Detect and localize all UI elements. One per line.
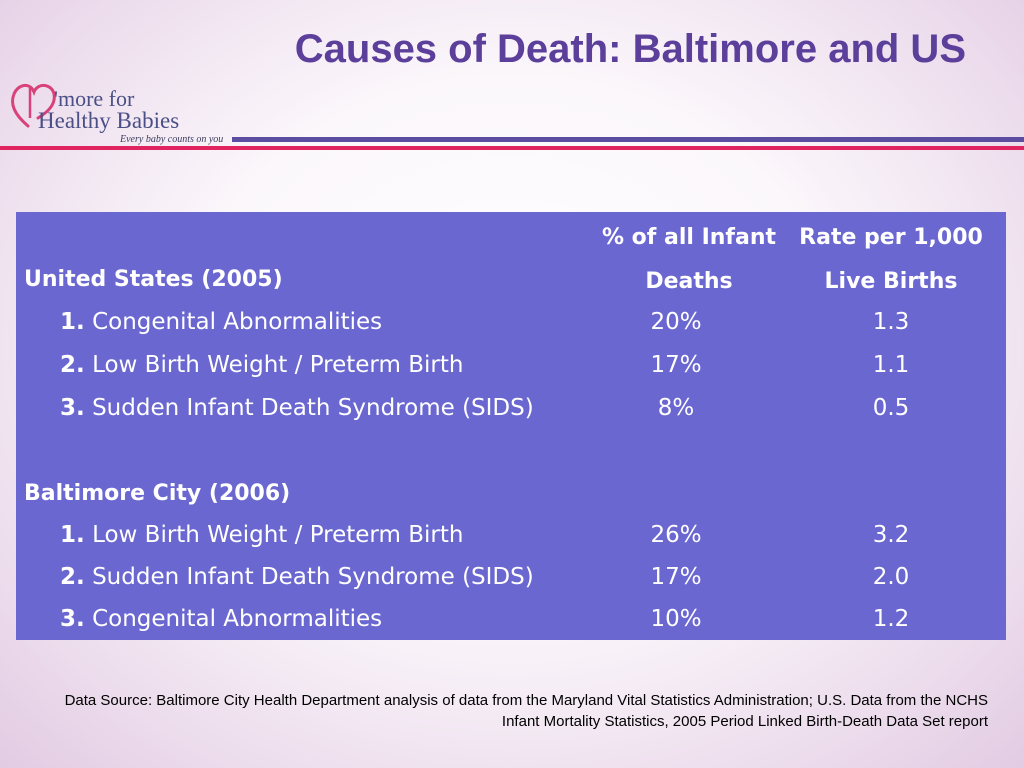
column-header-rate: Rate per 1,000 Live Births	[786, 216, 996, 304]
logo-text-line1: 'more for	[54, 86, 135, 111]
header-rule-pink	[0, 146, 1024, 150]
table-row: 3. Congenital Abnormalities 10% 1.2	[16, 598, 1006, 641]
table-row: 3. Sudden Infant Death Syndrome (SIDS) 8…	[16, 387, 1006, 430]
cause-name: Low Birth Weight / Preterm Birth	[92, 352, 464, 378]
cause-name: Sudden Infant Death Syndrome (SIDS)	[92, 395, 534, 421]
cause-name: Sudden Infant Death Syndrome (SIDS)	[92, 564, 534, 590]
rank-number: 2.	[60, 352, 85, 378]
column-header-rate-line2: Live Births	[824, 269, 958, 294]
cause-label: 3. Congenital Abnormalities	[60, 598, 382, 641]
heart-icon	[11, 84, 56, 128]
table-row: 2. Low Birth Weight / Preterm Birth 17% …	[16, 344, 1006, 387]
pct-value: 26%	[650, 522, 702, 548]
cause-label: 3. Sudden Infant Death Syndrome (SIDS)	[60, 387, 534, 430]
rate-value: 1.3	[872, 309, 910, 335]
column-header-pct-line2: Deaths	[645, 269, 733, 294]
column-header-rate-line1: Rate per 1,000	[799, 225, 983, 250]
rank-number: 2.	[60, 564, 85, 590]
rate-value: 1.2	[872, 606, 910, 632]
table-row: 2. Sudden Infant Death Syndrome (SIDS) 1…	[16, 556, 1006, 599]
cause-label: 2. Sudden Infant Death Syndrome (SIDS)	[60, 556, 534, 599]
cause-label: 1. Congenital Abnormalities	[60, 301, 382, 344]
header-rule-purple	[232, 137, 1024, 142]
cause-name: Low Birth Weight / Preterm Birth	[92, 522, 464, 548]
rank-number: 1.	[60, 309, 85, 335]
rank-number: 3.	[60, 606, 85, 632]
section-heading-baltimore: Baltimore City (2006)	[24, 481, 291, 506]
rank-number: 3.	[60, 395, 85, 421]
column-header-pct-line1: % of all Infant	[601, 225, 777, 250]
cause-name: Congenital Abnormalities	[92, 309, 383, 335]
pct-value: 17%	[650, 352, 702, 378]
cause-name: Congenital Abnormalities	[92, 606, 383, 632]
rate-value: 2.0	[872, 564, 910, 590]
pct-value: 20%	[650, 309, 702, 335]
rate-value: 1.1	[872, 352, 910, 378]
slide-title: Causes of Death: Baltimore and US	[294, 27, 966, 71]
pct-value: 8%	[657, 395, 695, 421]
cause-label: 1. Low Birth Weight / Preterm Birth	[60, 514, 463, 557]
table-row: 1. Congenital Abnormalities 20% 1.3	[16, 301, 1006, 344]
logo-text-line2: Healthy Babies	[38, 108, 180, 133]
rank-number: 1.	[60, 522, 85, 548]
pct-value: 17%	[650, 564, 702, 590]
pct-value: 10%	[650, 606, 702, 632]
section-heading-us: United States (2005)	[24, 267, 283, 292]
cause-label: 2. Low Birth Weight / Preterm Birth	[60, 344, 463, 387]
rate-value: 0.5	[872, 395, 910, 421]
data-source-note: Data Source: Baltimore City Health Depar…	[64, 692, 988, 730]
bmore-logo: 'more for Healthy Babies Every baby coun…	[8, 74, 248, 146]
column-header-pct: % of all Infant Deaths	[582, 216, 796, 304]
rate-value: 3.2	[872, 522, 910, 548]
logo-tagline: Every baby counts on you	[120, 134, 224, 145]
table-row: 1. Low Birth Weight / Preterm Birth 26% …	[16, 514, 1006, 557]
causes-table: % of all Infant Deaths Rate per 1,000 Li…	[16, 212, 1006, 640]
